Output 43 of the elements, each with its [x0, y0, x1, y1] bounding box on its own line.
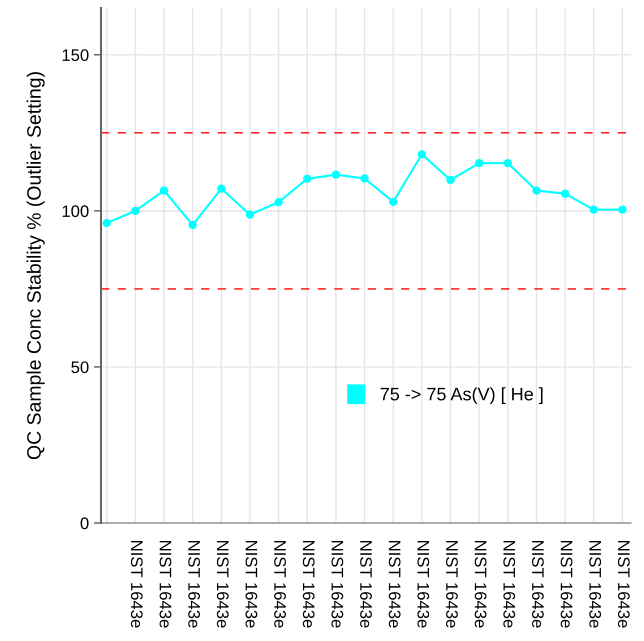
point — [590, 205, 598, 214]
point — [131, 206, 140, 216]
point — [332, 170, 340, 179]
x-tick-label: NIST 1643e — [560, 541, 572, 628]
point — [274, 198, 283, 206]
x-tick-label: NIST 1643e — [503, 541, 516, 628]
point — [532, 186, 541, 195]
x-tick-label: NIST 1643e — [618, 541, 630, 628]
x-tick-label: NIST 1643e — [246, 541, 258, 628]
point — [102, 218, 111, 228]
point — [303, 174, 312, 183]
point — [560, 190, 570, 198]
point — [188, 220, 197, 230]
x-tick-label: NIST 1643e — [417, 541, 430, 628]
x-tick-label: NIST 1643e — [532, 541, 544, 628]
x-tick-label: NIST 1643e — [446, 541, 458, 628]
x-tick-label: NIST 1643e — [360, 541, 372, 628]
legend-label: 75 -> 75 As(V) [ He ] — [380, 387, 543, 404]
point — [504, 158, 512, 168]
point — [389, 198, 398, 206]
y-axis-title: QC Sample Conc Stability % (Outlier Setting) — [26, 72, 45, 460]
point — [360, 174, 369, 183]
x-tick-label: NIST 1643e — [160, 541, 172, 628]
x-tick-label: NIST 1643e — [474, 541, 486, 628]
x-tick-label: NIST 1643e — [130, 541, 143, 628]
x-tick-label: NIST 1643e — [188, 541, 200, 628]
point — [418, 150, 426, 159]
point — [618, 205, 627, 214]
y-tick-label: 150 — [62, 49, 89, 62]
x-tick-label: NIST 1643e — [302, 541, 315, 628]
x-tick-label: NIST 1643e — [388, 541, 401, 628]
y-tick-label: 0 — [80, 517, 89, 530]
x-tick-label: NIST 1643e — [274, 541, 286, 628]
x-tick-label: NIST 1643e — [216, 541, 229, 628]
point — [474, 158, 484, 168]
y-tick-label: 100 — [62, 205, 89, 218]
point — [160, 186, 168, 195]
x-tick-label: NIST 1643e — [331, 541, 344, 628]
point — [446, 176, 455, 184]
point — [246, 210, 254, 219]
y-tick-label: 50 — [71, 361, 89, 374]
x-tick-label: NIST 1643e — [589, 541, 602, 628]
point — [217, 184, 226, 193]
